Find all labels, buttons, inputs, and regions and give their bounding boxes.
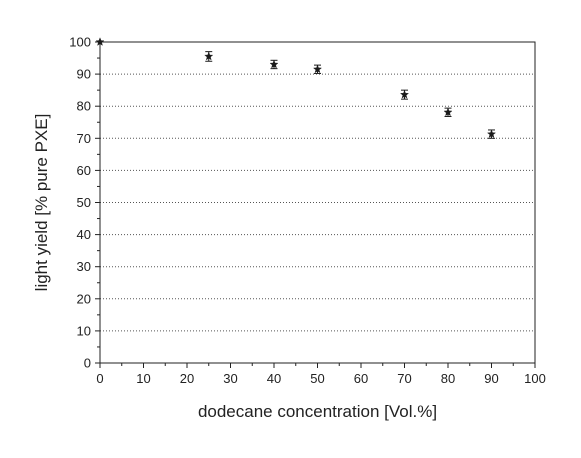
y-tick-label: 0 bbox=[84, 356, 91, 371]
star-marker bbox=[399, 89, 410, 99]
y-tick-label: 30 bbox=[77, 259, 91, 274]
star-marker bbox=[486, 129, 497, 138]
y-tick-label: 90 bbox=[77, 67, 91, 82]
x-tick-label: 90 bbox=[484, 371, 498, 386]
y-tick-label: 10 bbox=[77, 323, 91, 338]
y-tick-label: 40 bbox=[77, 227, 91, 242]
data-point bbox=[95, 37, 105, 46]
x-tick-label: 70 bbox=[397, 371, 411, 386]
x-tick-label: 60 bbox=[354, 371, 368, 386]
star-marker bbox=[95, 37, 105, 46]
data-point bbox=[312, 64, 323, 74]
data-points bbox=[95, 37, 497, 139]
data-point bbox=[204, 51, 214, 62]
star-marker bbox=[443, 107, 453, 117]
x-tick-label: 0 bbox=[96, 371, 103, 386]
y-tick-label: 20 bbox=[77, 291, 91, 306]
y-axis: 0 10 20 30 40 50 60 70 80 90 100 bbox=[69, 35, 100, 371]
data-point bbox=[443, 107, 453, 117]
star-marker bbox=[269, 59, 279, 69]
x-axis-title: dodecane concentration [Vol.%] bbox=[198, 402, 437, 421]
y-axis-title: light yield [% pure PXE] bbox=[32, 114, 51, 292]
x-axis: 0 10 20 30 40 50 60 70 80 90 100 bbox=[96, 363, 546, 386]
x-tick-label: 50 bbox=[310, 371, 324, 386]
y-tick-label: 60 bbox=[77, 163, 91, 178]
y-tick-label: 100 bbox=[69, 35, 91, 50]
x-tick-label: 80 bbox=[441, 371, 455, 386]
y-tick-label: 80 bbox=[77, 99, 91, 114]
y-tick-label: 50 bbox=[77, 195, 91, 210]
data-point bbox=[269, 59, 279, 70]
x-tick-label: 20 bbox=[180, 371, 194, 386]
grid-lines bbox=[100, 73, 535, 332]
star-marker bbox=[204, 51, 214, 61]
x-tick-label: 40 bbox=[267, 371, 281, 386]
x-tick-label: 100 bbox=[524, 371, 546, 386]
x-tick-label: 30 bbox=[223, 371, 237, 386]
x-tick-label: 10 bbox=[136, 371, 150, 386]
data-point bbox=[486, 129, 497, 139]
y-tick-label: 70 bbox=[77, 131, 91, 146]
star-marker bbox=[312, 64, 323, 74]
data-point bbox=[399, 89, 410, 100]
